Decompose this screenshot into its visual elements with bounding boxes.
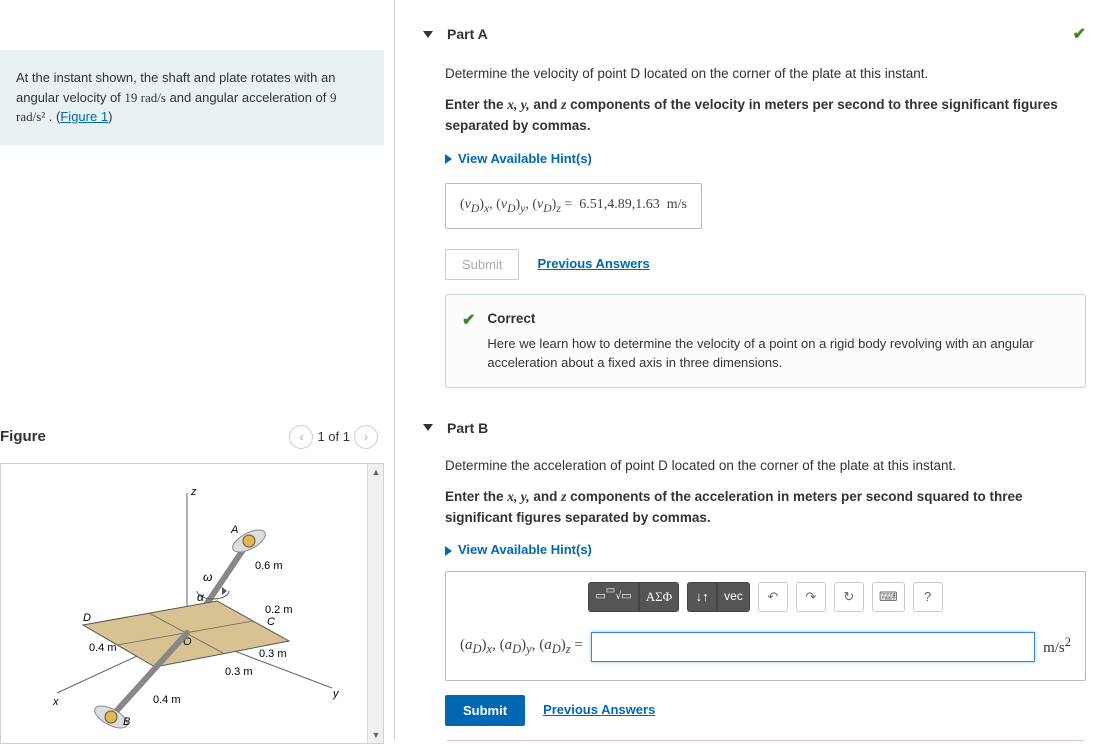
part-b-unit: m/s2 [1043,633,1071,660]
templates-button[interactable]: ▭▭√▭ [588,582,638,612]
redo-button[interactable]: ↷ [796,582,826,612]
svg-text:0.3 m: 0.3 m [259,648,287,660]
part-b-question: Determine the acceleration of point D lo… [445,456,1086,477]
svg-text:z: z [190,486,197,498]
svg-text:0.4 m: 0.4 m [89,642,117,654]
caret-down-icon [423,31,433,38]
part-b-instruction: Enter the x, y, and z components of the … [445,487,1086,529]
greek-button[interactable]: ΑΣΦ [639,582,679,612]
part-a-title: Part A [447,26,488,42]
part-a-header[interactable]: Part A ✔ [423,24,1086,44]
part-a-answer-display: (vD)x, (vD)y, (vD)z = 6.51,4.89,1.63 m/s [445,183,702,229]
right-panel: Part A ✔ Determine the velocity of point… [395,0,1102,741]
figure-pager: ‹ 1 of 1 › [289,425,378,449]
pager-next-button[interactable]: › [354,425,378,449]
feedback-title: Correct [487,309,1069,330]
part-b-hints-toggle[interactable]: View Available Hint(s) [445,540,1086,560]
problem-close: ) [108,109,112,124]
subscript-button[interactable]: ↓↑ [687,582,717,612]
help-button[interactable]: ? [913,582,943,612]
svg-text:0.6 m: 0.6 m [255,560,283,572]
svg-text:y: y [332,688,340,700]
scroll-down-icon[interactable]: ▼ [368,727,384,743]
figure-svg: z x y A ω α O [27,473,357,733]
part-b-answer-input[interactable] [591,632,1035,662]
part-a-hints-toggle[interactable]: View Available Hint(s) [445,149,1086,169]
figure-link[interactable]: Figure 1 [60,109,108,124]
part-a-feedback: ✔ Correct Here we learn how to determine… [445,294,1086,388]
vector-button[interactable]: vec [717,582,750,612]
figure-container: z x y A ω α O [0,464,384,744]
part-b-submit-button[interactable]: Submit [445,695,525,726]
svg-text:0.4 m: 0.4 m [153,694,181,706]
feedback-text: Here we learn how to determine the veloc… [487,334,1069,373]
part-a-instruction: Enter the x, y, and z components of the … [445,95,1086,137]
check-icon: ✔ [462,309,475,334]
part-a-question: Determine the velocity of point D locate… [445,64,1086,85]
figure-label: Figure [0,428,46,445]
part-b-lhs: (aD)x, (aD)y, (aD)z = [460,634,583,659]
reset-button[interactable]: ↻ [834,582,864,612]
figure-scrollbar[interactable]: ▲ ▼ [367,464,383,743]
part-b-prev-answers-link[interactable]: Previous Answers [543,700,655,720]
scroll-up-icon[interactable]: ▲ [368,464,384,480]
check-icon: ✔ [1073,24,1086,44]
svg-text:ω: ω [203,570,212,584]
caret-right-icon [445,154,452,164]
part-a-prev-answers-link[interactable]: Previous Answers [537,254,649,274]
caret-right-icon [445,546,452,556]
svg-text:A: A [230,524,238,536]
undo-button[interactable]: ↶ [758,582,788,612]
equation-toolbar: ▭▭√▭ ΑΣΦ ↓↑ vec ↶ ↷ ↻ ⌨ ? [446,572,1085,622]
svg-text:x: x [52,696,59,708]
keyboard-button[interactable]: ⌨ [872,582,905,612]
problem-mid: and angular acceleration of [170,90,330,105]
caret-down-icon [423,424,433,431]
svg-text:B: B [123,716,130,728]
part-b-input-panel: ▭▭√▭ ΑΣΦ ↓↑ vec ↶ ↷ ↻ ⌨ ? (aD)x, (aD)y, … [445,571,1086,681]
svg-text:0.3 m: 0.3 m [225,666,253,678]
svg-text:D: D [83,612,91,624]
problem-post: . ( [49,109,61,124]
svg-text:C: C [267,616,275,628]
part-b-header[interactable]: Part B [423,420,1086,436]
problem-omega: 19 rad/s [124,90,166,105]
pager-text: 1 of 1 [317,429,350,444]
svg-text:0.2 m: 0.2 m [265,604,293,616]
svg-text:α: α [197,590,205,604]
part-a-submit-button: Submit [445,249,519,280]
problem-statement: At the instant shown, the shaft and plat… [0,50,384,145]
pager-prev-button[interactable]: ‹ [289,425,313,449]
left-panel: At the instant shown, the shaft and plat… [0,0,395,741]
part-b-title: Part B [447,420,488,436]
